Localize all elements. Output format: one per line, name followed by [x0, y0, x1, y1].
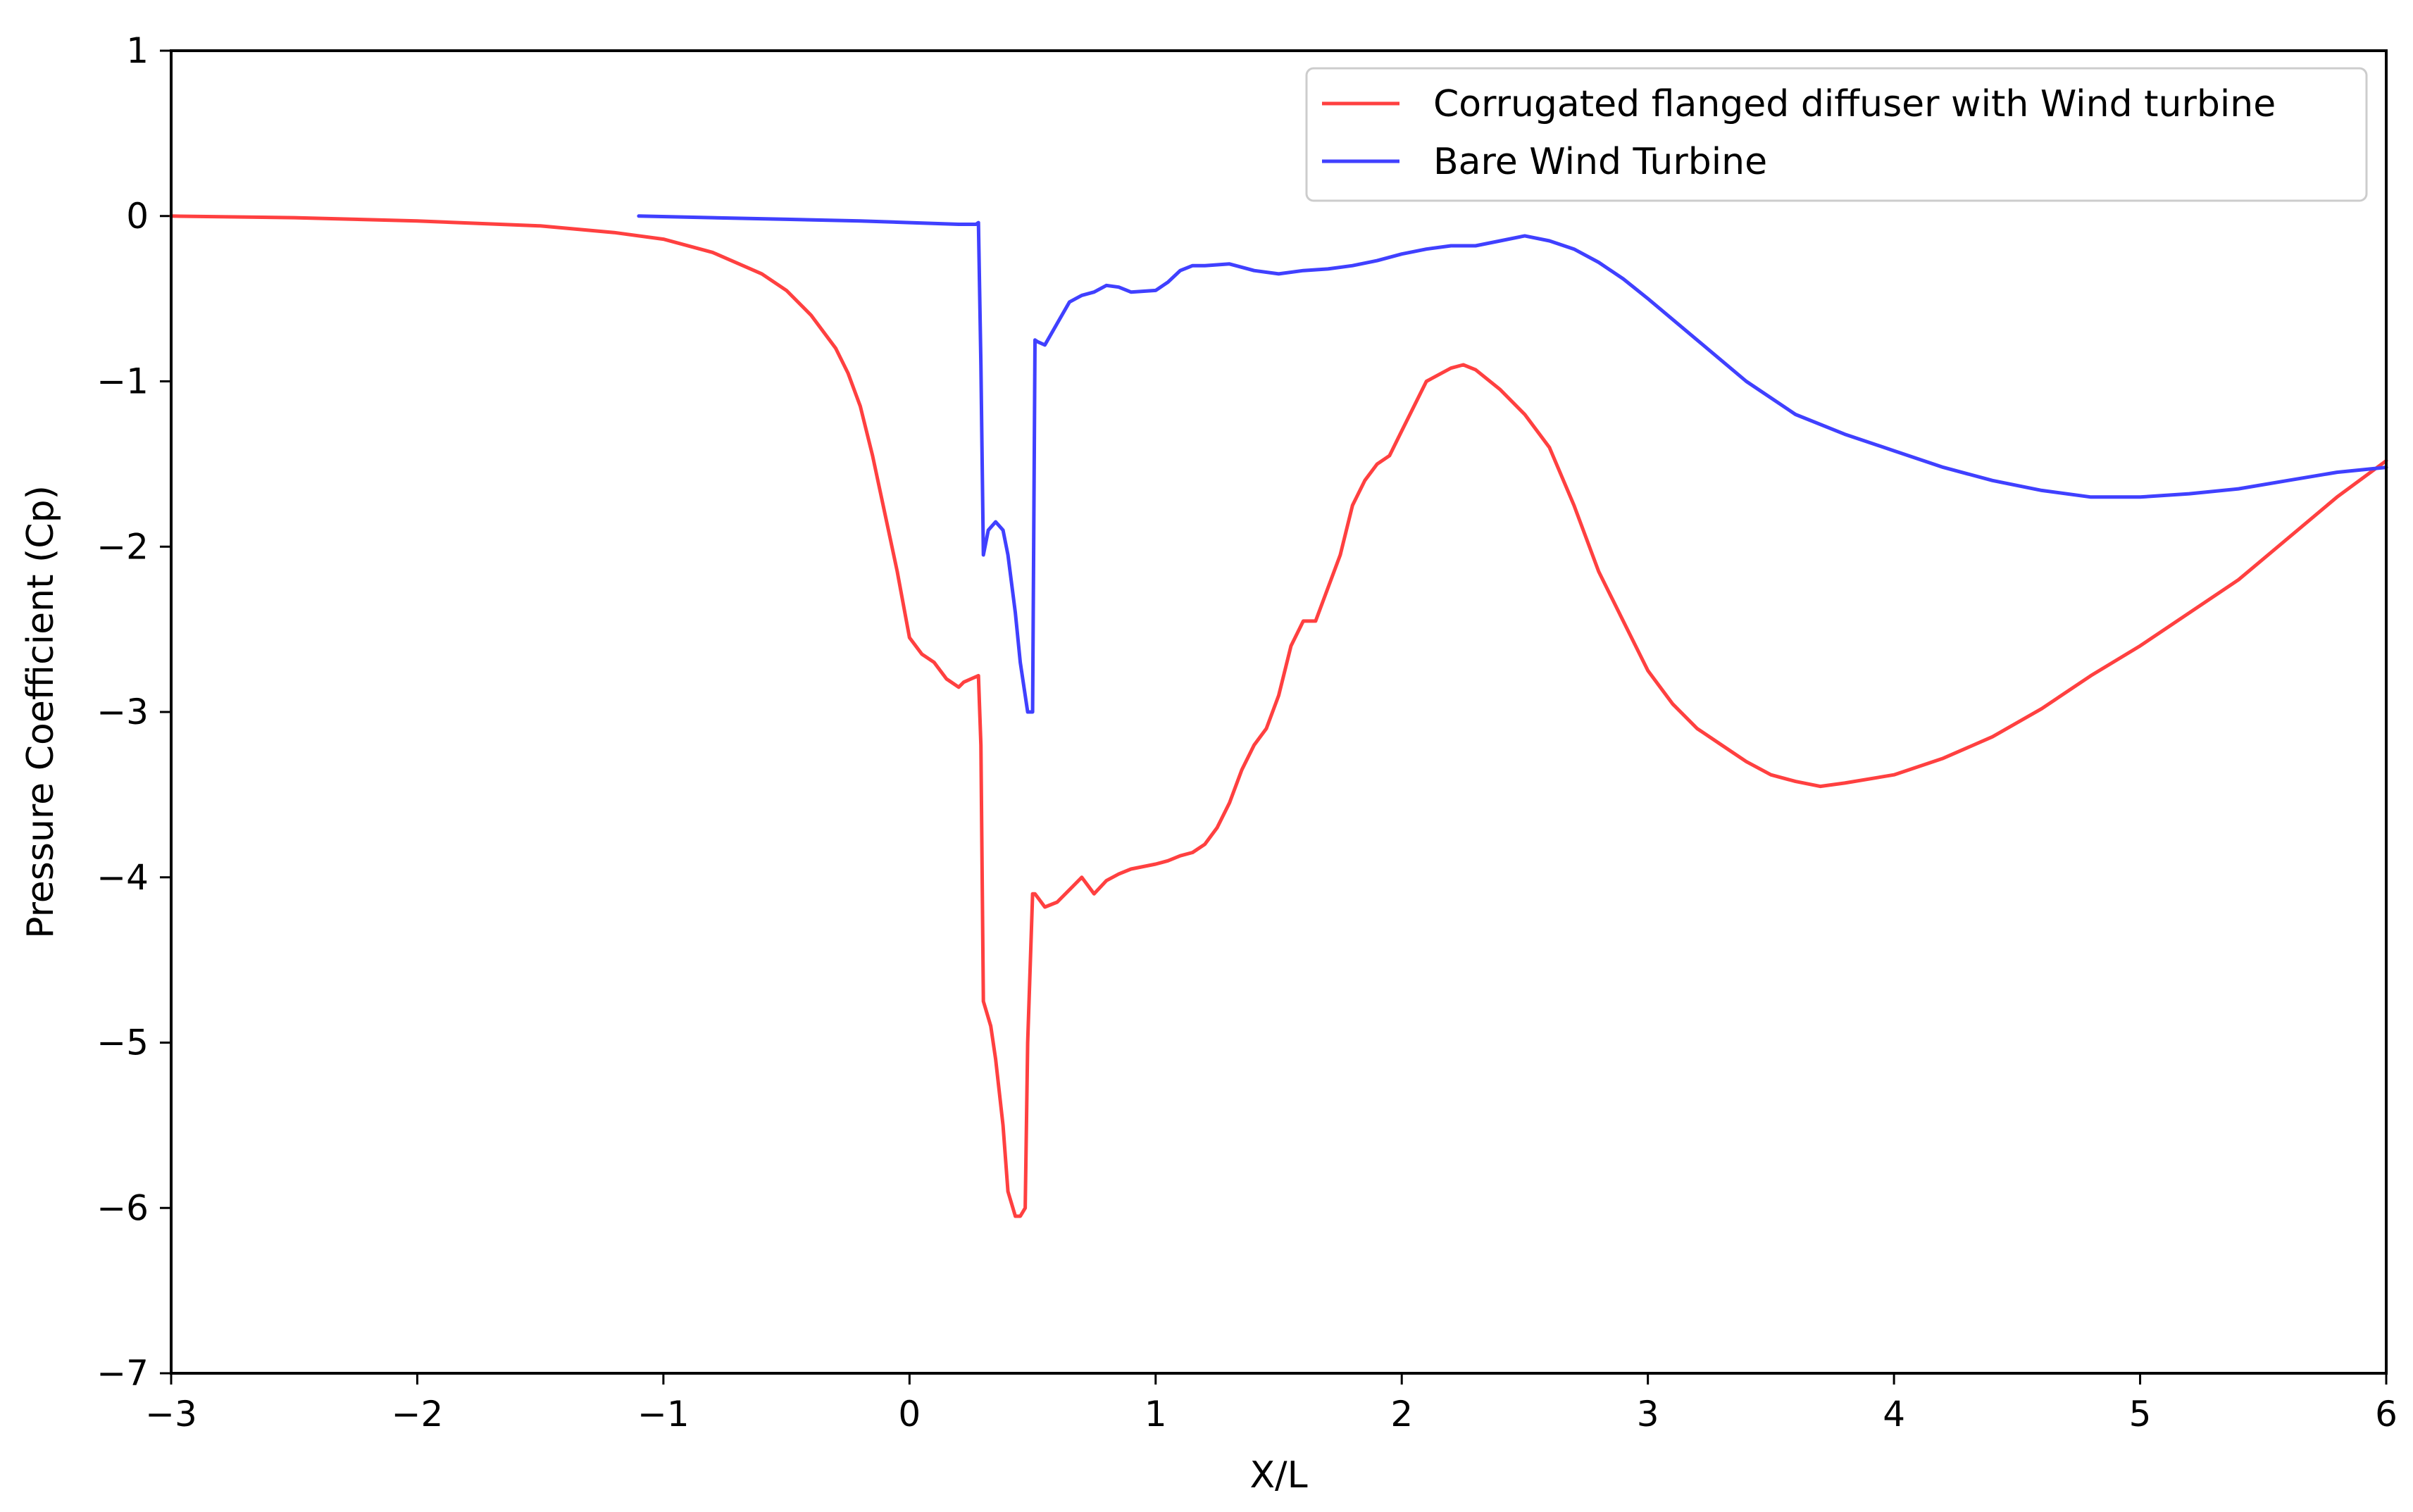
y-tick-label: 1: [126, 30, 149, 71]
x-tick-label: 5: [2129, 1394, 2152, 1435]
y-axis-label: Pressure Coefficient (Cp): [20, 485, 62, 939]
y-tick-label: −2: [96, 526, 149, 567]
y-tick-label: 0: [126, 196, 149, 237]
y-tick-label: −1: [96, 361, 149, 402]
x-tick-label: 6: [2375, 1394, 2398, 1435]
x-tick-label: 3: [1637, 1394, 1659, 1435]
x-tick-label: −3: [145, 1394, 197, 1435]
series-line-2: [637, 214, 2388, 714]
plot-area: [169, 214, 2388, 1218]
y-tick-label: −5: [96, 1023, 149, 1063]
x-tick-label: 1: [1145, 1394, 1167, 1435]
series-line-1: [169, 214, 2388, 1218]
y-tick-label: −7: [96, 1353, 149, 1394]
legend: Corrugated flanged diffuser with Wind tu…: [1305, 67, 2368, 202]
x-tick-label: 0: [898, 1394, 921, 1435]
legend-label-1: Corrugated flanged diffuser with Wind tu…: [1433, 83, 2276, 125]
legend-box: [1305, 67, 2368, 202]
x-axis-label: X/L: [1249, 1454, 1307, 1497]
x-tick-label: 2: [1390, 1394, 1413, 1435]
y-tick-label: −3: [96, 692, 149, 732]
x-tick-label: 4: [1883, 1394, 1905, 1435]
axes-frame: [170, 49, 2388, 1375]
x-tick-label: −2: [392, 1394, 444, 1435]
y-tick-label: −4: [96, 857, 149, 898]
y-tick-label: −6: [96, 1187, 149, 1228]
x-tick-label: −1: [637, 1394, 690, 1435]
legend-label-2: Bare Wind Turbine: [1433, 141, 1767, 183]
tick-layer: −3 −2 −1 0 1 2 3 4 5 6 1 0 −1 −2 −3 −4 −5 −6 −7: [96, 30, 2398, 1435]
